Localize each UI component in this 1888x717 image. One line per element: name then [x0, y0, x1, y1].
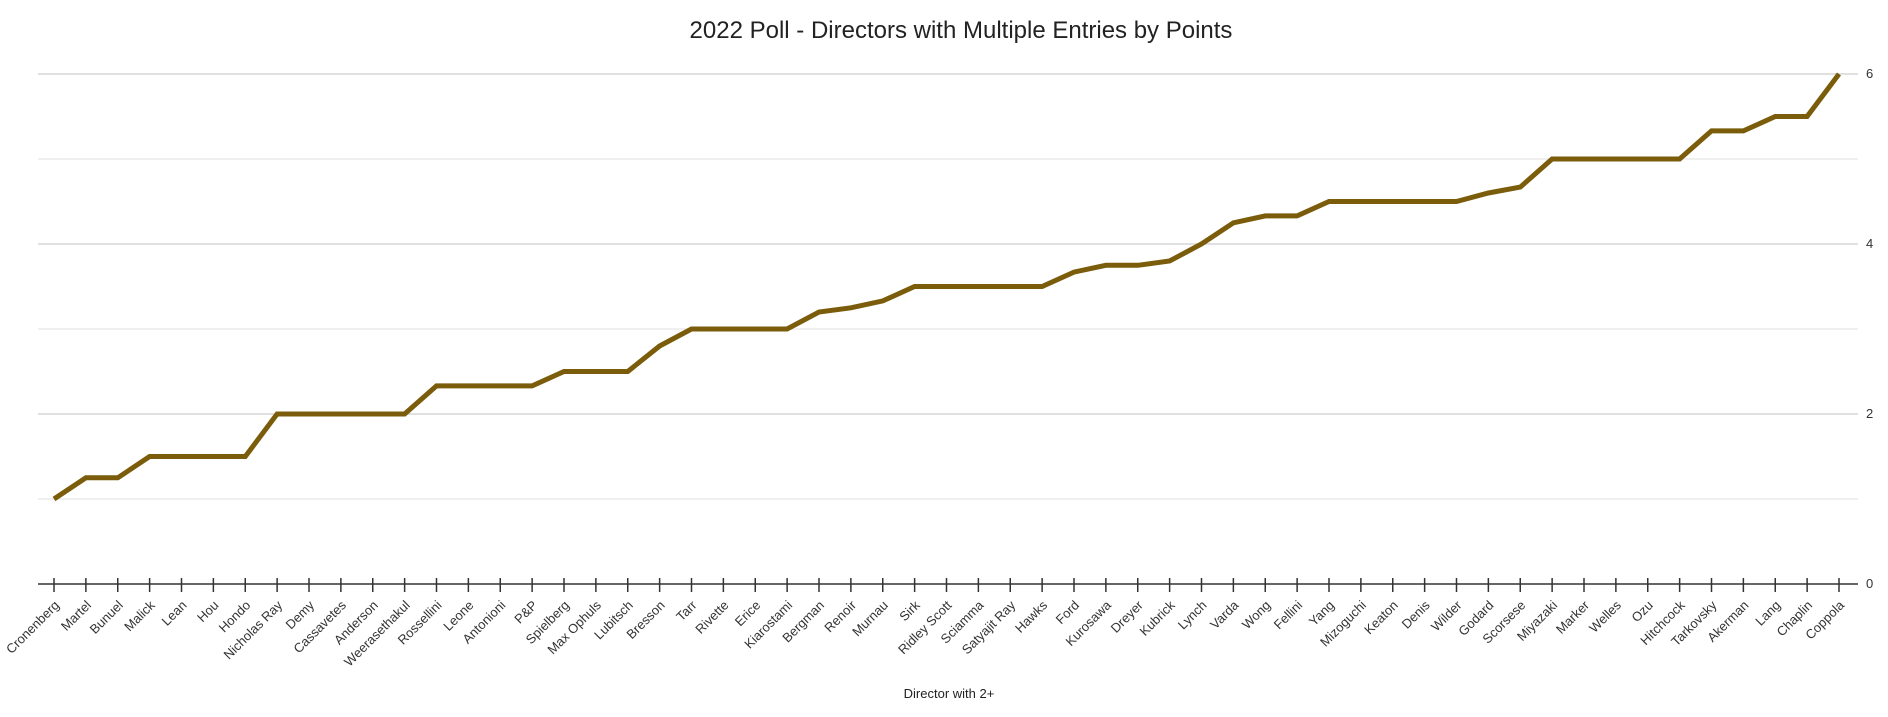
x-tick-label: Bunuel — [87, 597, 126, 636]
y-tick-label: 2 — [1866, 406, 1873, 421]
chart-title: 2022 Poll - Directors with Multiple Entr… — [690, 17, 1233, 44]
x-tick-label: Wong — [1239, 598, 1273, 632]
x-tick-label: Kubrick — [1136, 597, 1178, 639]
y-tick-label: 4 — [1866, 236, 1873, 251]
x-tick-label: Sirk — [896, 597, 923, 624]
x-tick-label: Welles — [1586, 597, 1624, 635]
series-line-group — [52, 72, 1841, 502]
x-tick-label: Lynch — [1175, 598, 1210, 633]
x-tick-label: Rivette — [692, 598, 731, 637]
x-tick-label: Hou — [194, 598, 221, 625]
x-tick-label: Malick — [121, 597, 158, 634]
x-tick-label: Cronenberg — [3, 598, 62, 657]
x-tick-label: Marker — [1553, 597, 1593, 637]
x-tick-label: Lean — [159, 598, 190, 629]
x-tick-label: Varda — [1207, 597, 1242, 632]
x-tick-label: Tarr — [673, 597, 700, 624]
x-tick-label: Ozu — [1628, 598, 1655, 625]
x-tick-label: Fellini — [1271, 597, 1306, 632]
x-tick-label: Murnau — [849, 598, 891, 640]
x-tick-label: Keaton — [1361, 598, 1401, 638]
y-tick-label: 6 — [1866, 66, 1873, 81]
y-axis-ticks: 0 2 4 6 — [1866, 66, 1873, 591]
x-tick-label: Hawks — [1012, 597, 1051, 636]
x-axis-title: Director with 2+ — [904, 686, 995, 701]
y-tick-label: 0 — [1866, 576, 1873, 591]
x-tick-label: Denis — [1399, 597, 1433, 631]
series-line — [52, 72, 1841, 502]
